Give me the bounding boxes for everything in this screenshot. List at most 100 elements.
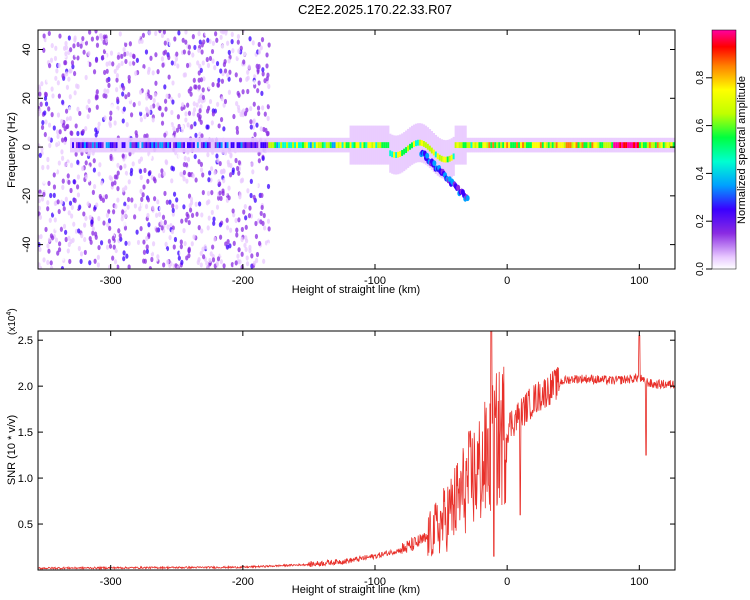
spectrogram-noise-cell — [332, 257, 336, 263]
spectrogram-noise-cell — [212, 180, 216, 186]
spectrogram-noise-cell — [261, 155, 265, 162]
spectrogram-noise-cell — [196, 216, 200, 222]
spectrogram-band-cell — [490, 142, 493, 149]
spectrogram-noise-cell — [170, 109, 174, 116]
spectrogram-noise-cell — [298, 86, 302, 92]
spectrogram-noise-cell — [184, 117, 188, 123]
spectrogram-band-cell — [609, 142, 612, 149]
spectrogram-noise-cell — [57, 160, 61, 166]
spectrogram-noise-cell — [233, 255, 237, 261]
spectrogram-noise-cell — [187, 246, 191, 252]
spectrogram-band-cell — [210, 142, 213, 149]
spectrogram-noise-cell — [283, 250, 287, 256]
spectrogram-band-cell — [377, 142, 380, 149]
spectrogram-noise-cell — [260, 90, 264, 96]
spectrogram-band-cell — [188, 142, 192, 149]
spectrogram-noise-cell — [139, 156, 144, 162]
spectrogram-band-cell — [627, 142, 630, 149]
spectrogram-frame — [37, 29, 676, 270]
spectrogram-band-cell — [581, 142, 584, 149]
spectrogram-noise-cell — [83, 249, 87, 256]
spectrogram-noise-cell — [203, 244, 207, 250]
spectrogram-band-cell — [583, 142, 586, 149]
spectrogram-noise-cell — [55, 68, 59, 74]
spectrogram-noise-cell — [57, 41, 61, 47]
spectrogram-noise-cell — [354, 119, 357, 124]
spectrogram-band-cell — [248, 142, 251, 149]
spectrogram-noise-cell — [56, 112, 61, 118]
spectrogram-noise-cell — [226, 72, 230, 78]
spectrogram-noise-cell — [232, 99, 236, 105]
spectrogram-noise-cell — [142, 184, 146, 190]
spectrogram-noise-cell — [108, 115, 113, 121]
spectrogram-noise-cell — [256, 67, 260, 73]
spectrogram-noise-cell — [235, 125, 239, 131]
spectrogram-noise-cell — [105, 77, 109, 83]
spectrogram-noise-cell — [208, 257, 212, 264]
spectrogram-noise-cell — [211, 244, 215, 250]
spectrogram-noise-cell — [144, 203, 149, 210]
spectrogram-noise-cell — [154, 80, 158, 86]
spectrogram-band-cell — [198, 142, 202, 149]
spectrogram-noise-cell — [173, 36, 177, 42]
spectrogram-noise-cell — [246, 69, 250, 75]
spectrogram-noise-cell — [46, 156, 50, 163]
spectrogram-noise-cell — [79, 258, 83, 264]
spectrogram-noise-cell — [76, 192, 81, 198]
spectrogram-noise-cell — [199, 119, 203, 125]
spectrogram-noise-cell — [49, 57, 54, 63]
spectrogram-noise-cell — [243, 190, 247, 196]
spectrogram-band-cell — [70, 142, 73, 149]
spectrogram-noise-cell — [111, 219, 116, 225]
spectrogram-band-cell — [525, 142, 529, 149]
spectrogram-noise-cell — [44, 119, 48, 125]
spectrogram-band-cell — [183, 142, 186, 149]
spectrogram-band-cell — [75, 142, 79, 149]
spectrogram-noise-cell — [160, 112, 165, 118]
spectrogram-noise-cell — [351, 256, 355, 261]
spectrogram-noise-cell — [182, 176, 186, 182]
spectrogram-noise-cell — [173, 236, 178, 243]
spectrogram-noise-cell — [66, 123, 70, 129]
spectrogram-noise-cell — [123, 205, 127, 211]
spectrogram-band-cell — [474, 142, 477, 149]
spectrogram-noise-cell — [122, 106, 126, 112]
spectrogram-noise-cell — [252, 79, 257, 86]
spectrogram-noise-cell — [208, 98, 213, 105]
spectrogram-noise-cell — [61, 99, 65, 105]
spectrogram-noise-cell — [217, 123, 221, 129]
spectrogram-noise-cell — [360, 238, 363, 243]
spectrogram-noise-cell — [295, 54, 299, 59]
spectrogram-band-cell — [200, 142, 204, 149]
spectrogram-noise-cell — [189, 152, 193, 158]
spectrogram-noise-cell — [180, 218, 184, 224]
spectrogram-noise-cell — [88, 236, 92, 242]
spectrogram-noise-cell — [95, 42, 100, 48]
spectrogram-noise-cell — [139, 188, 143, 195]
spectrogram-noise-cell — [201, 189, 205, 196]
spectrogram-noise-cell — [165, 93, 169, 99]
spectrogram-noise-cell — [67, 76, 71, 82]
spectrogram-noise-cell — [205, 124, 209, 130]
spectrogram-noise-cell — [199, 161, 204, 167]
spectrogram-band-cell — [230, 142, 233, 149]
spectrogram-band-cell — [535, 142, 539, 149]
spectrogram-noise-cell — [73, 197, 77, 204]
spectrogram-band-cell — [224, 142, 227, 149]
spectrogram-noise-cell — [236, 33, 241, 40]
spectrogram-noise-cell — [86, 201, 90, 207]
spectrogram-noise-cell — [212, 216, 216, 222]
spectrogram-noise-cell — [84, 125, 88, 132]
spectrogram-noise-cell — [249, 105, 253, 112]
spectrogram-noise-cell — [50, 235, 55, 241]
spectrogram-noise-cell — [94, 95, 98, 101]
spectrogram-noise-cell — [220, 169, 224, 175]
spectrogram-noise-cell — [50, 112, 54, 118]
spectrogram-noise-cell — [267, 226, 271, 232]
spectrogram-noise-cell — [139, 174, 143, 181]
spectrogram-noise-cell — [48, 142, 52, 149]
spectrogram-noise-cell — [186, 102, 190, 108]
spectrogram-noise-cell — [248, 205, 252, 211]
spectrogram-band-cell — [462, 142, 465, 149]
spectrogram-band-cell — [303, 142, 307, 149]
